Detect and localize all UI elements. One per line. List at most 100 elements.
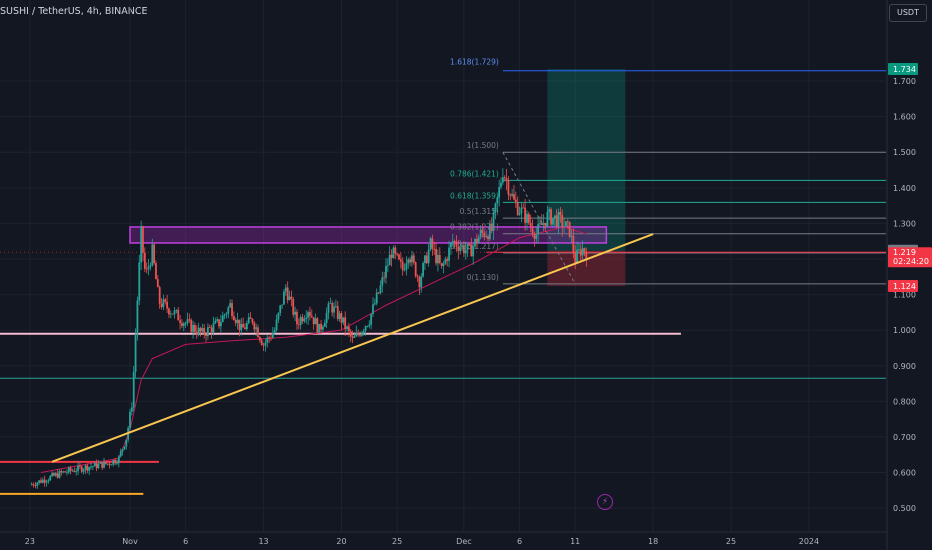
candle-body xyxy=(559,212,562,215)
candle-body xyxy=(66,472,68,474)
candle-body xyxy=(481,229,484,233)
candle-body xyxy=(381,277,384,286)
candle-body xyxy=(503,177,506,179)
candle-body xyxy=(262,344,265,346)
candle-body xyxy=(531,226,534,234)
candle-body xyxy=(385,265,387,278)
price-tick-label: 0.700 xyxy=(893,433,916,442)
candle-body xyxy=(168,308,170,315)
candle-body xyxy=(90,466,92,468)
candle-body xyxy=(164,299,167,302)
countdown-label: 02:24:20 xyxy=(893,257,929,266)
candle-body xyxy=(130,407,133,412)
candle-body xyxy=(166,301,168,309)
candle-body xyxy=(429,238,432,250)
lightning-icon[interactable]: ⚡ xyxy=(597,494,613,510)
candle-body xyxy=(60,471,63,473)
candle-body xyxy=(123,446,126,450)
candle-body xyxy=(158,287,161,304)
candle-body xyxy=(149,265,152,267)
last-price-tag xyxy=(888,247,932,268)
candle-body xyxy=(383,277,386,279)
fib-level-label: 1(1.500) xyxy=(467,141,499,150)
candle-body xyxy=(477,237,480,244)
candle-body xyxy=(117,456,120,464)
candle-body xyxy=(138,262,141,301)
candle-body xyxy=(464,249,467,254)
candle-body xyxy=(516,202,519,215)
candle-body xyxy=(103,461,105,468)
candle-body xyxy=(79,465,81,467)
candle-body xyxy=(43,479,46,483)
candle-body xyxy=(327,303,330,313)
candle-body xyxy=(205,334,207,337)
candle-body xyxy=(116,463,118,464)
fib-level-label: 0.5(1.315) xyxy=(460,207,499,216)
candle-body xyxy=(347,326,350,332)
candle-body xyxy=(203,328,206,335)
candle-body xyxy=(40,480,42,483)
candle-body xyxy=(444,259,447,264)
candle-body xyxy=(258,337,261,341)
price-tag-label: 1.124 xyxy=(893,282,916,291)
candle-body xyxy=(372,304,374,315)
candle-body xyxy=(461,245,463,248)
candle-body xyxy=(342,317,345,323)
candle-body xyxy=(546,211,549,227)
candle-body xyxy=(232,315,235,321)
candle-body xyxy=(346,326,348,329)
candle-body xyxy=(455,241,458,247)
candle-body xyxy=(373,303,376,305)
candle-body xyxy=(153,244,156,264)
candle-body xyxy=(336,306,339,319)
candle-body xyxy=(238,319,241,331)
candle-body xyxy=(97,463,100,469)
candle-body xyxy=(379,285,382,294)
candle-body xyxy=(95,462,98,469)
candle-body xyxy=(359,334,361,336)
price-tick-label: 1.700 xyxy=(893,77,916,86)
candle-body xyxy=(305,317,308,319)
candle-body xyxy=(112,459,115,465)
candle-body xyxy=(355,332,358,337)
time-tick-label: Nov xyxy=(122,537,138,546)
candle-body xyxy=(188,319,191,321)
candle-body xyxy=(218,319,220,327)
candle-body xyxy=(407,259,410,264)
candle-body xyxy=(93,462,96,467)
candle-body xyxy=(284,287,287,292)
candle-body xyxy=(490,223,493,231)
candle-body xyxy=(552,217,554,225)
time-tick-label: 25 xyxy=(392,537,402,546)
candle-body xyxy=(405,263,408,270)
candle-body xyxy=(56,473,59,478)
candle-body xyxy=(264,342,267,346)
candle-body xyxy=(431,238,434,249)
fib-level-label: 0.786(1.421) xyxy=(450,169,499,178)
candle-body xyxy=(542,222,545,226)
candle-body xyxy=(288,296,291,301)
candle-body xyxy=(340,313,343,323)
fib-level-label: 0.382(1.271) xyxy=(450,223,499,232)
candle-body xyxy=(67,467,70,473)
time-tick-label: 11 xyxy=(570,537,580,546)
candle-body xyxy=(160,303,163,308)
candle-body xyxy=(257,327,259,338)
candle-body xyxy=(522,207,525,209)
candle-body xyxy=(498,187,501,198)
candle-body xyxy=(181,323,183,326)
chart-title: SUSHI / TetherUS, 4h, BINANCE xyxy=(0,6,148,17)
candle-body xyxy=(566,221,569,223)
currency-button[interactable]: USDT xyxy=(889,4,927,22)
candle-body xyxy=(192,324,194,332)
candle-body xyxy=(388,254,391,266)
candle-body xyxy=(314,318,317,325)
candle-body xyxy=(114,459,117,464)
candle-body xyxy=(82,469,85,472)
fib-extension-label: 1.618(1.729) xyxy=(450,58,499,67)
candle-body xyxy=(539,223,541,225)
candle-body xyxy=(251,318,254,323)
candle-body xyxy=(32,484,35,486)
candle-body xyxy=(411,255,413,263)
